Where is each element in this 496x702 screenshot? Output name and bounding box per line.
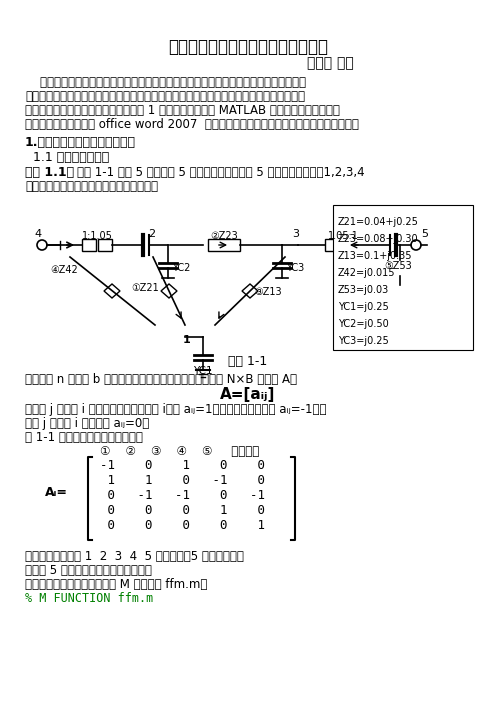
Text: 1: 1 [183,335,191,345]
Bar [82,239,96,251]
Text: A=[aᵢⱼ]: A=[aᵢⱼ] [220,387,276,402]
Text: 5: 5 [421,229,428,239]
Text: ②Z23: ②Z23 [210,231,238,241]
Text: 对于具有 n 个节点 b 条支路的有向图，它的关联矩阵为一个 N×B 的矩阵 A：: 对于具有 n 个节点 b 条支路的有向图，它的关联矩阵为一个 N×B 的矩阵 A… [25,373,297,386]
Text: Z42=j0.015: Z42=j0.015 [338,268,395,278]
Text: Aᵢ=: Aᵢ= [45,486,68,498]
Text: 电力网节点导纳矩阵计算例题与程序: 电力网节点导纳矩阵计算例题与程序 [168,38,328,56]
Text: 用计算机解算电力网潮流电压和短路电流问题首先需确定电力网的节点导纳矩阵或节点: 用计算机解算电力网潮流电压和短路电流问题首先需确定电力网的节点导纳矩阵或节点 [25,76,306,89]
Text: 1.用网络拓扑计算节点导纳矩阵: 1.用网络拓扑计算节点导纳矩阵 [25,136,136,149]
Text: 例图 1-1: 例图 1-1 [228,355,268,368]
Bar [208,239,240,251]
Bar [333,205,473,350]
Text: YC2=j0.50: YC2=j0.50 [338,319,389,329]
Text: 0    0    0    1    0: 0 0 0 1 0 [100,504,265,517]
Text: 若支路 j 与节点 i 相关，且箭头背离节点 i，则 aᵢⱼ=1，若箭头指向节点则 aᵢⱼ=-1，若: 若支路 j 与节点 i 相关，且箭头背离节点 i，则 aᵢⱼ=1，若箭头指向节点… [25,403,326,416]
Text: ⑤Z53: ⑤Z53 [384,261,412,271]
Text: ③Z13: ③Z13 [254,287,282,297]
Text: 2: 2 [148,229,155,239]
Text: 采用标么值。本文稿用 office word 2007  版编写，可供电气专业人员计算相关问题时参考。: 采用标么值。本文稿用 office word 2007 版编写，可供电气专业人员… [25,118,359,131]
Text: Z13=0.1+j0.35: Z13=0.1+j0.35 [338,251,413,261]
Bar [341,239,355,251]
Text: 支路 j 与节点 i 无关，则 aᵢⱼ=0。: 支路 j 与节点 i 无关，则 aᵢⱼ=0。 [25,417,149,430]
Text: 去掉第 5 行即为独立节点的关联矩阵。: 去掉第 5 行即为独立节点的关联矩阵。 [25,564,152,577]
Text: Z23=0.08+j0.30: Z23=0.08+j0.30 [338,234,419,244]
Text: 例图 1-1 是有 5 个节点和 5 条支路的网络，节点 5 作为基准参考点，1,2,3,4: 例图 1-1 是有 5 个节点和 5 条支路的网络，节点 5 作为基准参考点，1… [77,166,365,179]
Text: ①    ②    ③    ④    ⑤     支路编号: ① ② ③ ④ ⑤ 支路编号 [100,445,259,458]
Text: 路并联电容和变压器支路标么变比不为 1 时的影响。程序用 MATLAB 语言编写，线路参数均: 路并联电容和变压器支路标么变比不为 1 时的影响。程序用 MATLAB 语言编写… [25,104,340,117]
Text: 1.05:1: 1.05:1 [327,231,359,241]
Text: ①Z21: ①Z21 [131,283,159,293]
Text: 4: 4 [34,229,41,239]
Text: -1    0    1    0    0: -1 0 1 0 0 [100,459,265,472]
Text: YC3: YC3 [286,263,304,273]
Text: YC2: YC2 [172,263,190,273]
Text: YC1: YC1 [193,366,213,376]
Bar [386,256,414,266]
Text: 1    1    0   -1    0: 1 1 0 -1 0 [100,474,265,487]
Text: 阻抗矩阵。本文通过例题介绍用网络拓扑法计算节点导纳矩阵的方法和程序，程序考虑了线: 阻抗矩阵。本文通过例题介绍用网络拓扑法计算节点导纳矩阵的方法和程序，程序考虑了线 [25,90,305,103]
Text: 余名寰 编写: 余名寰 编写 [307,56,353,70]
Text: 1:1.05: 1:1.05 [81,231,113,241]
Text: 0   -1   -1    0   -1: 0 -1 -1 0 -1 [100,489,265,502]
Text: YC1=j0.25: YC1=j0.25 [338,302,389,312]
Text: 0    0    0    0    1: 0 0 0 0 1 [100,519,265,532]
Text: 为独立节点，支路编号和方向图中已标识。: 为独立节点，支路编号和方向图中已标识。 [25,180,158,193]
Text: 行编号从上到下为 1  2  3  4  5 节点编号（5 为参考节点）: 行编号从上到下为 1 2 3 4 5 节点编号（5 为参考节点） [25,550,244,563]
Bar [325,239,339,251]
Text: 1.1 网络拓扑矩阵：: 1.1 网络拓扑矩阵： [25,151,109,164]
Text: % M FUNCTION ffm.m: % M FUNCTION ffm.m [25,592,153,605]
Text: ④Z42: ④Z42 [50,265,78,275]
Bar [98,239,112,251]
Text: 以下介绍生成网络关联矩阵的 M 函数文件 ffm.m：: 以下介绍生成网络关联矩阵的 M 函数文件 ffm.m： [25,578,207,591]
Text: 【例 1.1】: 【例 1.1】 [25,166,74,179]
Text: Z53=j0.03: Z53=j0.03 [338,285,389,295]
Text: 图 1-1 所示的有向图的关联矩阵为: 图 1-1 所示的有向图的关联矩阵为 [25,431,143,444]
Text: 3: 3 [292,229,299,239]
Text: YC3=j0.25: YC3=j0.25 [338,336,389,346]
Text: Z21=0.04+j0.25: Z21=0.04+j0.25 [338,217,419,227]
